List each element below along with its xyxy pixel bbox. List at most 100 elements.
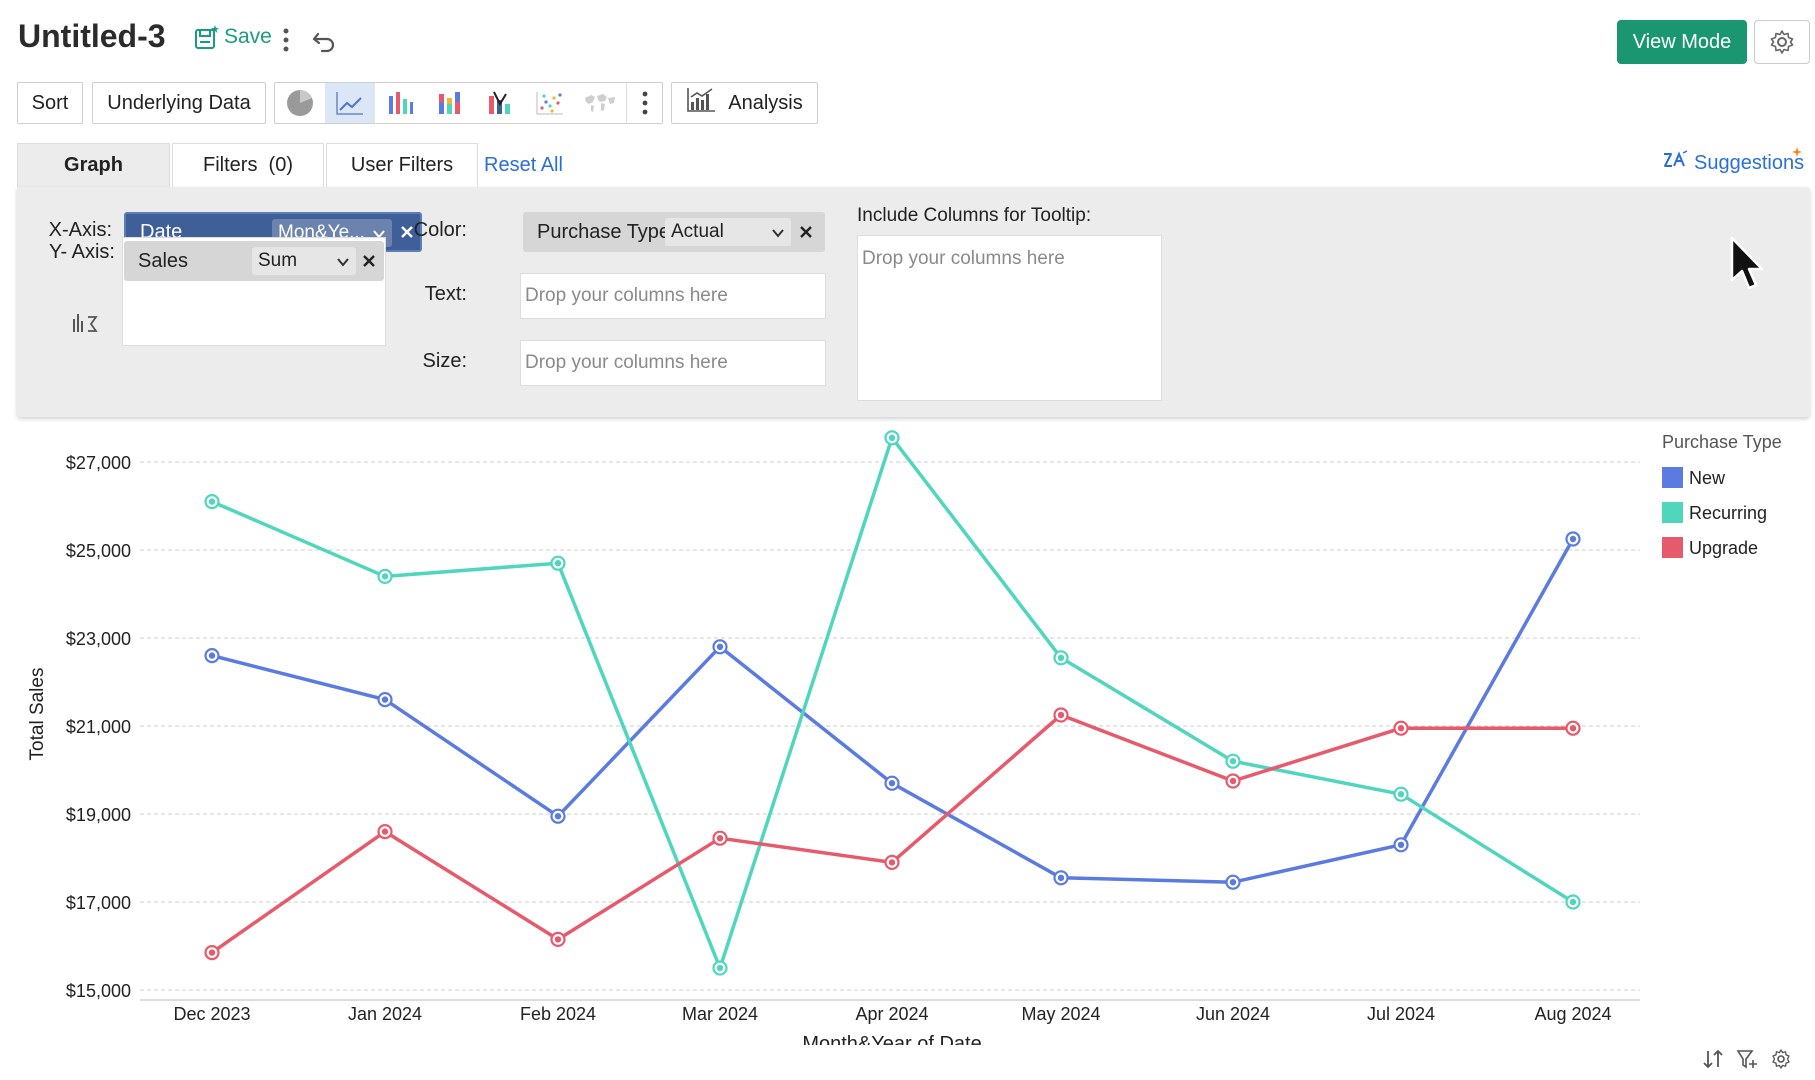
series-recurring xyxy=(204,430,1581,976)
y-tick-label: $19,000 xyxy=(66,805,131,825)
chart-footer-tools xyxy=(1702,1048,1792,1070)
undo-icon[interactable] xyxy=(310,26,340,54)
y-tick-label: $21,000 xyxy=(66,717,131,737)
sort-icon[interactable] xyxy=(1702,1048,1724,1070)
y-axis-field-pill[interactable]: Sales Sum xyxy=(124,241,384,281)
data-point-core xyxy=(1397,791,1405,798)
data-point-core xyxy=(1057,711,1065,719)
suggestions-link[interactable]: Suggestions xyxy=(1662,150,1804,176)
y-tick-label: $27,000 xyxy=(66,453,131,473)
text-drop-placeholder: Drop your columns here xyxy=(525,285,728,306)
new-indicator-icon xyxy=(1792,144,1802,157)
legend-swatch xyxy=(1662,502,1683,523)
more-options-icon[interactable] xyxy=(278,26,294,54)
save-button[interactable]: Save xyxy=(194,24,272,50)
chart-settings-icon[interactable] xyxy=(1770,1048,1792,1070)
legend-title: Purchase Type xyxy=(1662,432,1782,452)
data-point-core xyxy=(1569,898,1577,906)
y-tick-label: $23,000 xyxy=(66,629,131,649)
save-label: Save xyxy=(224,25,272,48)
y-axis-function-value: Sum xyxy=(258,250,298,271)
x-tick-label: Jan 2024 xyxy=(348,1004,422,1024)
line-chart: $15,000 $17,000 $19,000 $21,000 $23,000 $25,0… xyxy=(0,420,1815,1080)
reset-all-link[interactable]: Reset All xyxy=(484,154,563,176)
x-tick-label: Apr 2024 xyxy=(855,1004,928,1024)
settings-gear-icon[interactable] xyxy=(1754,20,1810,64)
line-chart-icon[interactable] xyxy=(325,83,375,123)
bar-chart-icon[interactable] xyxy=(375,83,425,123)
data-point-core xyxy=(1057,874,1065,881)
scatter-chart-icon[interactable] xyxy=(525,83,575,123)
data-point-core xyxy=(1397,841,1405,848)
color-label: Color: xyxy=(413,219,467,241)
stacked-bar-chart-icon[interactable] xyxy=(425,83,475,123)
pie-chart-icon[interactable] xyxy=(275,83,325,123)
legend-swatch xyxy=(1662,467,1683,488)
shelf-panel: X-Axis: Date Mon&Ye... Y- Axis: Sales Su… xyxy=(17,187,1810,417)
data-point-core xyxy=(716,835,724,842)
data-point-core xyxy=(1569,725,1577,732)
data-point-core xyxy=(1569,535,1577,543)
x-tick-label: Jul 2024 xyxy=(1367,1004,1435,1024)
tooltip-drop-placeholder: Drop your columns here xyxy=(862,248,1065,269)
series-line xyxy=(210,713,1573,955)
data-point-core xyxy=(208,652,216,659)
y-axis-field-name: Sales xyxy=(138,249,189,272)
tab-filters[interactable]: Filters (0) xyxy=(172,143,324,187)
y-tick-label: $25,000 xyxy=(66,541,131,561)
suggestions-icon xyxy=(1662,150,1688,176)
tab-user-filters[interactable]: User Filters xyxy=(326,143,478,187)
analysis-label: Analysis xyxy=(728,91,803,114)
map-chart-icon[interactable] xyxy=(575,83,625,123)
more-chart-types-icon[interactable] xyxy=(626,83,662,123)
x-axis-field-pill[interactable]: Date Mon&Ye... xyxy=(124,212,422,252)
analysis-button[interactable]: Analysis xyxy=(671,82,818,124)
report-title[interactable]: Untitled-3 xyxy=(18,18,166,54)
x-tick-label: Feb 2024 xyxy=(520,1004,596,1024)
aggregate-chart-icon[interactable] xyxy=(71,311,101,338)
data-point-core xyxy=(554,813,562,820)
sort-button[interactable]: Sort xyxy=(17,82,83,124)
chevron-down-icon xyxy=(336,253,350,275)
y-axis-ticks: $15,000 $17,000 $19,000 $21,000 $23,000 $25,0… xyxy=(66,453,131,1001)
data-point-core xyxy=(554,560,562,567)
remove-x-field-icon[interactable] xyxy=(396,221,418,243)
x-axis-title: Month&Year of Date xyxy=(802,1033,981,1045)
data-point-core xyxy=(716,964,724,972)
shelf-tabs: Graph Filters (0) User Filters xyxy=(17,143,480,187)
tooltip-columns-label: Include Columns for Tooltip: xyxy=(857,205,1092,226)
data-point-core xyxy=(381,696,389,703)
remove-y-field-icon[interactable] xyxy=(358,250,380,272)
legend-label-upgrade: Upgrade xyxy=(1689,538,1758,558)
y-axis-title: Total Sales xyxy=(27,668,48,761)
legend-label-new: New xyxy=(1689,468,1726,488)
x-axis-label: X-Axis: xyxy=(48,219,112,241)
view-mode-button[interactable]: View Mode xyxy=(1617,20,1747,64)
chart-grid xyxy=(140,461,1640,1001)
color-field-pill[interactable]: Purchase Type Actual xyxy=(523,212,825,252)
text-drop-zone[interactable]: Drop your columns here xyxy=(520,273,826,319)
data-point-core xyxy=(381,828,389,835)
series-upgrade xyxy=(204,707,1581,961)
data-point-core xyxy=(208,949,216,956)
size-drop-placeholder: Drop your columns here xyxy=(525,352,728,373)
series-new xyxy=(204,531,1581,890)
header: Untitled-3 Save View Mode xyxy=(0,0,1815,80)
x-axis-ticks: Dec 2023 Jan 2024 Feb 2024 Mar 2024 Apr 2024… xyxy=(173,1004,1611,1024)
tooltip-drop-zone[interactable]: Drop your columns here xyxy=(857,235,1162,401)
x-tick-label: Mar 2024 xyxy=(682,1004,758,1024)
waterfall-chart-icon[interactable] xyxy=(475,83,525,123)
x-tick-label: Aug 2024 xyxy=(1534,1004,1611,1024)
underlying-data-button[interactable]: Underlying Data xyxy=(92,82,266,124)
remove-color-field-icon[interactable] xyxy=(795,221,817,243)
chart-type-picker xyxy=(274,82,663,124)
color-function-select[interactable]: Actual xyxy=(665,218,791,246)
chart-canvas: $15,000 $17,000 $19,000 $21,000 $23,000 $25,0… xyxy=(27,430,1782,1055)
tab-graph[interactable]: Graph xyxy=(17,143,170,187)
data-point-core xyxy=(381,573,389,580)
add-filter-icon[interactable] xyxy=(1736,1048,1758,1070)
chart-legend: Purchase Type New Recurring Upgrade xyxy=(1662,432,1782,558)
save-icon xyxy=(194,24,220,50)
size-drop-zone[interactable]: Drop your columns here xyxy=(520,340,826,386)
y-axis-function-select[interactable]: Sum xyxy=(252,247,356,275)
